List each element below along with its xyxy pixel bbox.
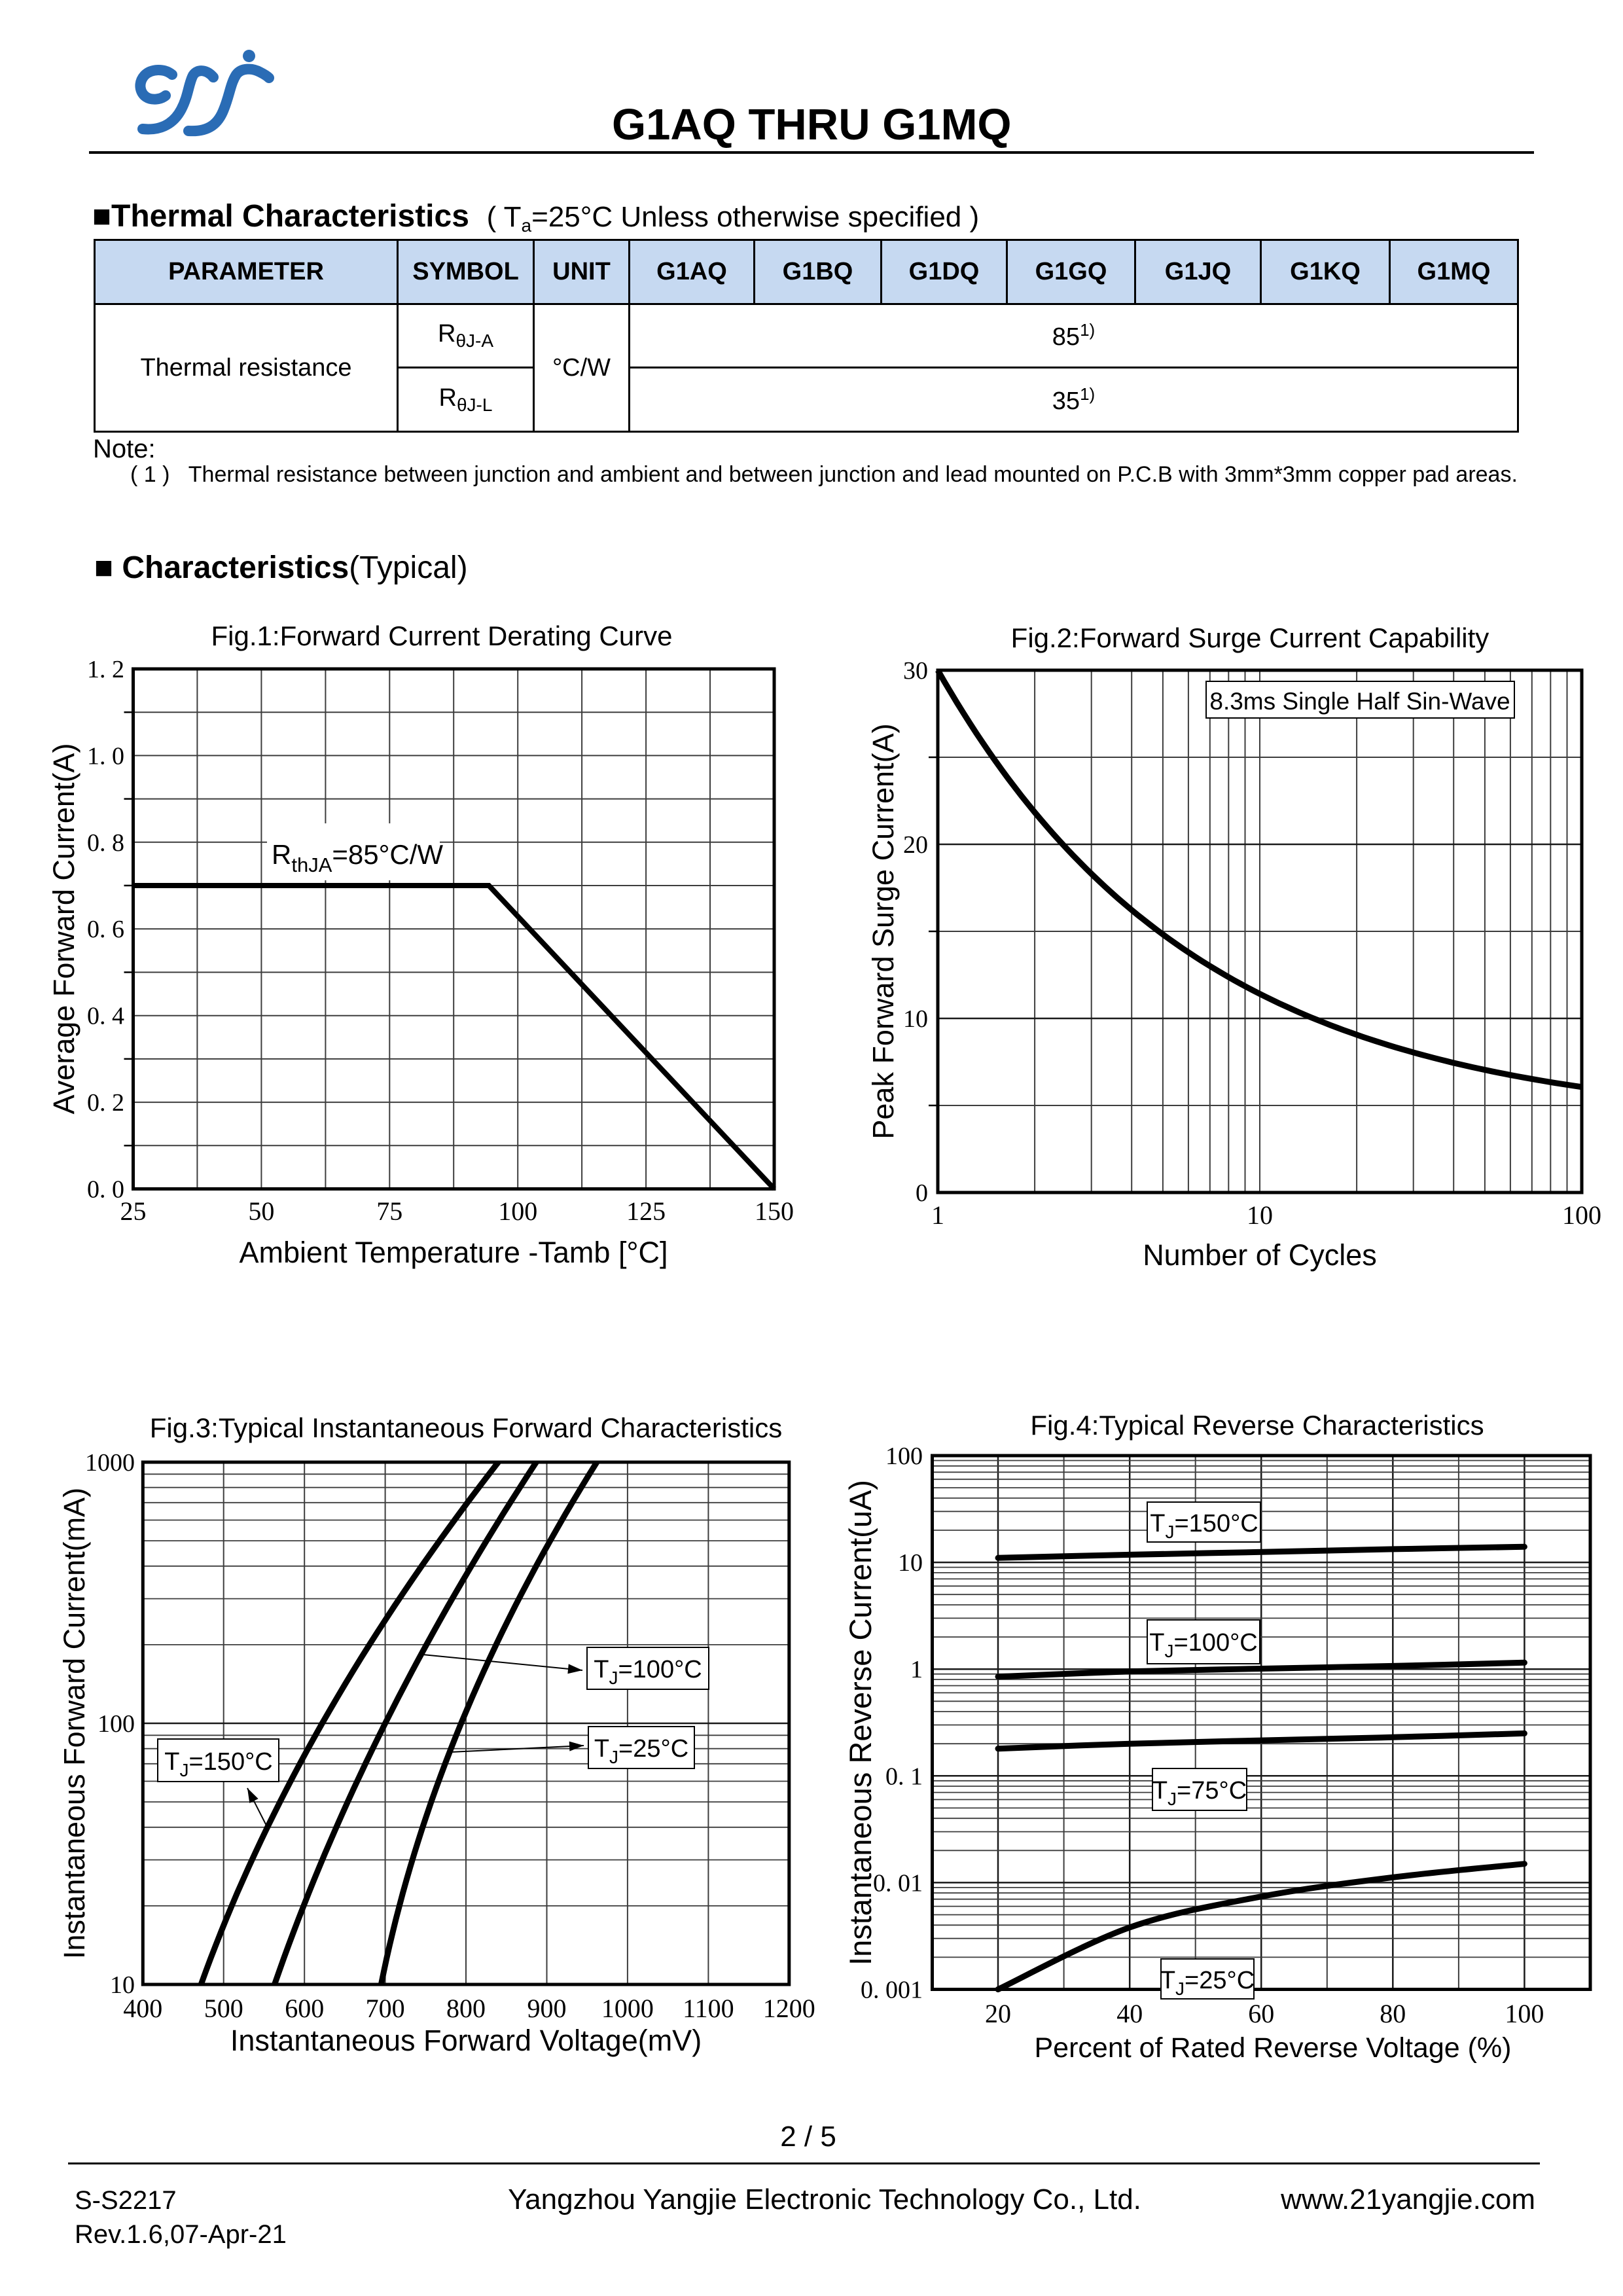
svg-text:Fig.4:Typical Reverse Characte: Fig.4:Typical Reverse Characteristics [1030, 1410, 1484, 1441]
svg-text:800: 800 [446, 1994, 486, 2023]
svg-text:400: 400 [123, 1994, 162, 2023]
svg-text:0. 01: 0. 01 [873, 1869, 923, 1897]
svg-text:10: 10 [898, 1549, 923, 1577]
svg-text:500: 500 [204, 1994, 243, 2023]
svg-text:1200: 1200 [763, 1994, 815, 2023]
svg-text:Instantaneous Forward Voltage(: Instantaneous Forward Voltage(mV) [230, 2024, 702, 2057]
svg-text:8.3ms Single Half Sin-Wave: 8.3ms Single Half Sin-Wave [1209, 688, 1510, 715]
svg-text:40: 40 [1116, 1999, 1143, 2028]
svg-text:1000: 1000 [85, 1449, 135, 1477]
svg-text:1100: 1100 [683, 1994, 734, 2023]
svg-text:1: 1 [910, 1656, 923, 1683]
svg-text:20: 20 [985, 1999, 1011, 2028]
svg-text:Peak Forward Surge Current(A): Peak Forward Surge Current(A) [866, 723, 900, 1139]
svg-text:0: 0 [916, 1179, 928, 1207]
svg-text:Instantaneous Reverse Current(: Instantaneous Reverse Current(uA) [843, 1480, 878, 1965]
svg-text:100: 100 [1562, 1200, 1601, 1230]
svg-text:125: 125 [626, 1196, 666, 1226]
svg-text:80: 80 [1380, 1999, 1406, 2028]
svg-text:100: 100 [1505, 1999, 1544, 2028]
svg-text:1: 1 [931, 1200, 944, 1230]
svg-text:1. 2: 1. 2 [87, 656, 124, 683]
svg-text:TJ=75°C: TJ=75°C [1152, 1777, 1247, 1809]
svg-text:1000: 1000 [601, 1994, 654, 2023]
svg-text:50: 50 [248, 1196, 274, 1226]
svg-text:100: 100 [498, 1196, 537, 1226]
svg-text:0. 4: 0. 4 [87, 1003, 124, 1030]
svg-text:Fig.3:Typical Instantaneous Fo: Fig.3:Typical Instantaneous Forward Char… [150, 1412, 782, 1443]
svg-text:Ambient Temperature -Tamb [°C]: Ambient Temperature -Tamb [°C] [240, 1236, 668, 1269]
svg-text:0. 8: 0. 8 [87, 829, 124, 857]
svg-text:1. 0: 1. 0 [87, 742, 124, 770]
svg-text:Instantaneous Forward Current(: Instantaneous Forward Current(mA) [58, 1488, 91, 1959]
svg-text:TJ=150°C: TJ=150°C [1150, 1510, 1258, 1542]
svg-text:10: 10 [903, 1005, 928, 1033]
svg-text:0. 6: 0. 6 [87, 916, 124, 943]
svg-text:30: 30 [903, 657, 928, 685]
svg-text:TJ=25°C: TJ=25°C [1160, 1967, 1255, 1999]
svg-text:TJ=25°C: TJ=25°C [594, 1735, 688, 1767]
svg-text:10: 10 [1247, 1200, 1273, 1230]
svg-text:60: 60 [1248, 1999, 1274, 2028]
svg-text:20: 20 [903, 831, 928, 859]
svg-text:25: 25 [120, 1196, 147, 1226]
svg-text:900: 900 [527, 1994, 567, 2023]
svg-text:Average Forward Current(A): Average Forward Current(A) [47, 744, 80, 1115]
svg-text:100: 100 [98, 1710, 135, 1738]
svg-text:Percent of Rated Reverse Volta: Percent of Rated Reverse Voltage (%) [1035, 2032, 1512, 2064]
svg-text:600: 600 [285, 1994, 324, 2023]
svg-text:Fig.1:Forward Current Derating: Fig.1:Forward Current Derating Curve [211, 620, 673, 651]
svg-text:0. 001: 0. 001 [861, 1977, 923, 2004]
svg-text:0. 1: 0. 1 [885, 1763, 923, 1790]
svg-text:75: 75 [376, 1196, 402, 1226]
svg-text:0. 0: 0. 0 [87, 1176, 124, 1204]
svg-text:100: 100 [885, 1443, 923, 1470]
svg-text:0. 2: 0. 2 [87, 1089, 124, 1117]
svg-text:Number of Cycles: Number of Cycles [1143, 1238, 1377, 1272]
svg-text:700: 700 [366, 1994, 405, 2023]
svg-text:10: 10 [110, 1971, 135, 1999]
svg-text:Fig.2:Forward Surge Current Ca: Fig.2:Forward Surge Current Capability [1011, 622, 1489, 653]
svg-text:150: 150 [755, 1196, 794, 1226]
